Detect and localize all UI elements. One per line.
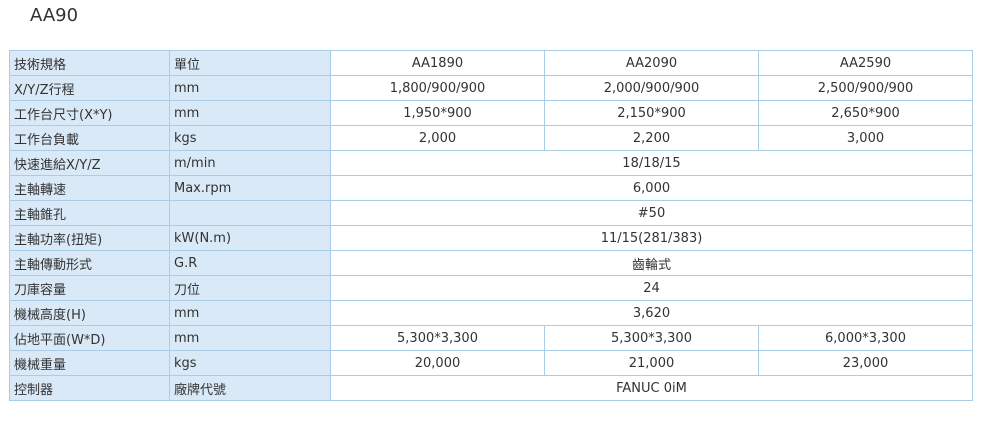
spec-value: 23,000 — [758, 350, 973, 376]
spec-unit: mm — [169, 300, 331, 326]
spec-label: 機械高度(H) — [9, 300, 170, 326]
spec-unit: mm — [169, 325, 331, 351]
spec-label: 刀庫容量 — [9, 275, 170, 301]
spec-unit: G.R — [169, 250, 331, 276]
spec-value: 3,000 — [758, 125, 973, 151]
spec-value: 2,200 — [544, 125, 759, 151]
table-row: 工作台負載 kgs 2,000 2,200 3,000 — [9, 125, 973, 151]
spec-value: 2,000/900/900 — [544, 75, 759, 101]
table-row: X/Y/Z行程 mm 1,800/900/900 2,000/900/900 2… — [9, 75, 973, 101]
spec-label: 主軸傳動形式 — [9, 250, 170, 276]
spec-label: 工作台尺寸(X*Y) — [9, 100, 170, 126]
spec-value: AA2090 — [544, 50, 759, 76]
spec-label: 佔地平面(W*D) — [9, 325, 170, 351]
spec-value: 1,800/900/900 — [330, 75, 545, 101]
spec-value: 2,000 — [330, 125, 545, 151]
spec-value: 2,650*900 — [758, 100, 973, 126]
spec-value: 1,950*900 — [330, 100, 545, 126]
spec-label: 工作台負載 — [9, 125, 170, 151]
spec-value: 5,300*3,300 — [330, 325, 545, 351]
spec-value: 3,620 — [330, 300, 973, 326]
spec-value: 2,500/900/900 — [758, 75, 973, 101]
spec-label: 控制器 — [9, 375, 170, 401]
table-row: 控制器 廠牌代號 FANUC 0iM — [9, 375, 973, 401]
spec-unit: 廠牌代號 — [169, 375, 331, 401]
spec-value: 21,000 — [544, 350, 759, 376]
spec-value: FANUC 0iM — [330, 375, 973, 401]
spec-table: 技術規格 單位 AA1890 AA2090 AA2590 X/Y/Z行程 mm … — [9, 50, 973, 401]
spec-label: 快速進給X/Y/Z — [9, 150, 170, 176]
spec-unit: 刀位 — [169, 275, 331, 301]
spec-unit: kgs — [169, 350, 331, 376]
spec-unit: Max.rpm — [169, 175, 331, 201]
spec-value: 18/18/15 — [330, 150, 973, 176]
table-row: 工作台尺寸(X*Y) mm 1,950*900 2,150*900 2,650*… — [9, 100, 973, 126]
table-row: 主軸功率(扭矩) kW(N.m) 11/15(281/383) — [9, 225, 973, 251]
table-row: 主軸錐孔 #50 — [9, 200, 973, 226]
spec-label: 主軸錐孔 — [9, 200, 170, 226]
spec-value: #50 — [330, 200, 973, 226]
spec-value: 11/15(281/383) — [330, 225, 973, 251]
page-title: AA90 — [30, 5, 79, 26]
spec-label: 主軸功率(扭矩) — [9, 225, 170, 251]
spec-value: AA1890 — [330, 50, 545, 76]
spec-value: 齒輪式 — [330, 250, 973, 276]
spec-label: X/Y/Z行程 — [9, 75, 170, 101]
spec-unit: kW(N.m) — [169, 225, 331, 251]
spec-label: 機械重量 — [9, 350, 170, 376]
spec-unit: 單位 — [169, 50, 331, 76]
spec-unit: mm — [169, 100, 331, 126]
spec-value: 2,150*900 — [544, 100, 759, 126]
table-row: 主軸轉速 Max.rpm 6,000 — [9, 175, 973, 201]
spec-unit — [169, 200, 331, 226]
spec-value: 20,000 — [330, 350, 545, 376]
table-row: 主軸傳動形式 G.R 齒輪式 — [9, 250, 973, 276]
spec-value: 24 — [330, 275, 973, 301]
spec-value: 6,000 — [330, 175, 973, 201]
spec-label: 技術規格 — [9, 50, 170, 76]
spec-value: 5,300*3,300 — [544, 325, 759, 351]
spec-unit: mm — [169, 75, 331, 101]
table-row: 佔地平面(W*D) mm 5,300*3,300 5,300*3,300 6,0… — [9, 325, 973, 351]
spec-unit: kgs — [169, 125, 331, 151]
spec-value: 6,000*3,300 — [758, 325, 973, 351]
spec-label: 主軸轉速 — [9, 175, 170, 201]
table-row: 刀庫容量 刀位 24 — [9, 275, 973, 301]
spec-unit: m/min — [169, 150, 331, 176]
table-row: 技術規格 單位 AA1890 AA2090 AA2590 — [9, 50, 973, 76]
spec-value: AA2590 — [758, 50, 973, 76]
table-row: 快速進給X/Y/Z m/min 18/18/15 — [9, 150, 973, 176]
table-row: 機械高度(H) mm 3,620 — [9, 300, 973, 326]
table-row: 機械重量 kgs 20,000 21,000 23,000 — [9, 350, 973, 376]
